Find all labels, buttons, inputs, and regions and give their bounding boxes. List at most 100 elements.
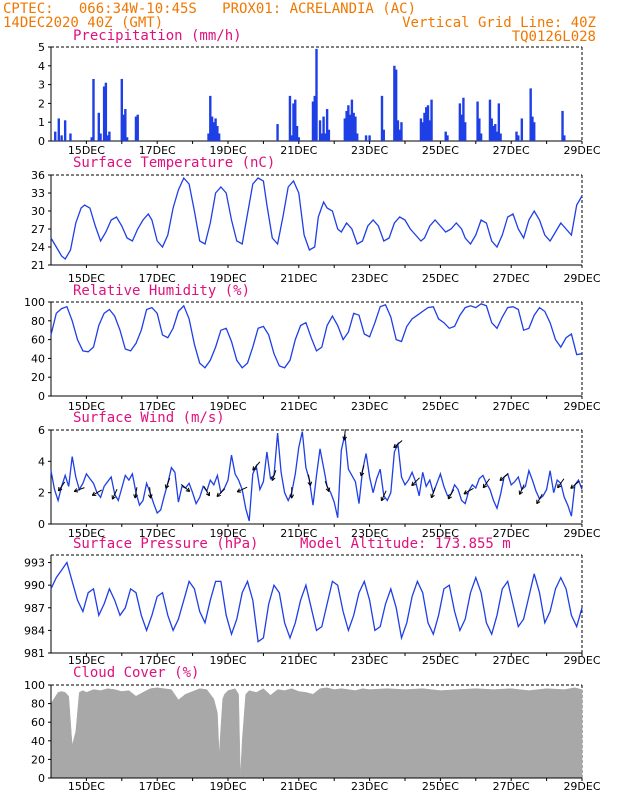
precip-bar bbox=[563, 135, 566, 141]
y-tick-label: 5 bbox=[38, 41, 45, 54]
wind-arrow bbox=[430, 487, 436, 499]
precip-bar bbox=[318, 120, 322, 141]
wind-arrow bbox=[536, 493, 543, 505]
precip-bar bbox=[343, 118, 347, 141]
y-tick-label: 0 bbox=[38, 390, 45, 403]
x-tick-label: 21DEC bbox=[280, 272, 317, 285]
y-tick-label: 40 bbox=[31, 352, 45, 365]
precip-bar bbox=[495, 131, 499, 141]
x-tick-label: 23DEC bbox=[351, 272, 388, 285]
x-tick-label: 23DEC bbox=[351, 144, 388, 157]
wind-arrow bbox=[111, 489, 118, 500]
precip-bar bbox=[347, 105, 350, 141]
wind-arrow bbox=[463, 487, 474, 495]
precip-bar bbox=[494, 124, 497, 141]
precip-bar bbox=[63, 120, 67, 141]
precip-bar bbox=[57, 118, 60, 141]
x-tick-label: 17DEC bbox=[139, 144, 176, 157]
y-tick-label: 981 bbox=[24, 647, 45, 660]
header-right-line3: TQ0126L028 bbox=[511, 29, 596, 45]
precip-bar bbox=[492, 125, 495, 141]
precip-bar bbox=[212, 122, 216, 141]
x-tick-label: 19DEC bbox=[209, 272, 246, 285]
precip-bar bbox=[345, 110, 348, 141]
precip-bar bbox=[425, 107, 428, 141]
cloud-area bbox=[50, 687, 583, 779]
precip-bar bbox=[315, 48, 318, 141]
precip-bar bbox=[69, 133, 72, 141]
precip-bar bbox=[134, 116, 138, 141]
wind-arrow bbox=[164, 477, 171, 489]
precip-bar bbox=[479, 133, 483, 141]
precip-bar bbox=[209, 95, 212, 141]
panel-annotation: Model Altitude: 173.855 m bbox=[300, 536, 511, 552]
x-tick-label: 29DEC bbox=[563, 272, 600, 285]
precip-bar bbox=[350, 99, 354, 141]
y-tick-label: 36 bbox=[31, 169, 45, 182]
precip-bar bbox=[217, 133, 221, 141]
precip-bar bbox=[294, 99, 297, 141]
x-tick-label: 23DEC bbox=[351, 400, 388, 413]
precip-bar bbox=[398, 129, 401, 141]
panel-title: Surface Wind (m/s) bbox=[73, 410, 225, 426]
precip-bar bbox=[490, 118, 493, 141]
precip-bar bbox=[393, 65, 396, 141]
y-tick-label: 0 bbox=[38, 772, 45, 785]
y-tick-label: 60 bbox=[31, 334, 45, 347]
y-tick-label: 3 bbox=[38, 79, 45, 92]
x-tick-label: 27DEC bbox=[493, 144, 530, 157]
x-tick-label: 25DEC bbox=[422, 780, 459, 793]
precip-bar bbox=[400, 122, 403, 141]
x-tick-label: 19DEC bbox=[209, 144, 246, 157]
wind-arrow bbox=[447, 489, 455, 500]
wind-arrow bbox=[252, 461, 261, 471]
wind-arrow bbox=[411, 477, 420, 487]
y-tick-label: 0 bbox=[38, 518, 45, 531]
precip-bar bbox=[322, 116, 325, 141]
x-tick-label: 27DEC bbox=[493, 527, 530, 540]
x-tick-label: 21DEC bbox=[280, 654, 317, 667]
precip-bar bbox=[364, 135, 368, 141]
x-tick-label: 27DEC bbox=[493, 272, 530, 285]
y-tick-label: 80 bbox=[31, 698, 45, 711]
precip-bar bbox=[327, 129, 331, 141]
precip-bar bbox=[488, 99, 492, 141]
precip-bar bbox=[313, 95, 316, 141]
y-tick-label: 4 bbox=[38, 455, 45, 468]
x-tick-label: 15DEC bbox=[68, 272, 105, 285]
y-tick-label: 984 bbox=[24, 624, 45, 637]
wind-arrow bbox=[73, 487, 85, 493]
precip-bar bbox=[444, 131, 447, 141]
precip-bar bbox=[210, 116, 214, 141]
precip-bar bbox=[311, 101, 315, 141]
x-tick-label: 17DEC bbox=[139, 272, 176, 285]
precip-bar bbox=[531, 116, 534, 141]
series-line bbox=[50, 560, 583, 643]
wind-arrow bbox=[499, 473, 509, 482]
precip-bar bbox=[426, 105, 430, 141]
wind-arrow bbox=[203, 486, 211, 497]
precip-bar bbox=[428, 120, 431, 141]
y-tick-label: 27 bbox=[31, 223, 45, 236]
precip-bar bbox=[561, 110, 564, 141]
wind-arrow bbox=[271, 470, 277, 481]
wind-arrow bbox=[359, 465, 365, 477]
y-tick-label: 2 bbox=[38, 487, 45, 500]
wind-arrow bbox=[289, 487, 295, 499]
x-tick-label: 17DEC bbox=[139, 400, 176, 413]
x-tick-label: 21DEC bbox=[280, 527, 317, 540]
y-tick-label: 80 bbox=[31, 315, 45, 328]
y-tick-label: 0 bbox=[38, 135, 45, 148]
precip-bar bbox=[216, 125, 219, 141]
precip-bar bbox=[97, 112, 100, 141]
wind-arrow bbox=[307, 474, 313, 486]
precip-bar bbox=[295, 125, 299, 141]
precip-bar bbox=[104, 82, 108, 141]
x-tick-label: 25DEC bbox=[422, 272, 459, 285]
x-tick-label: 17DEC bbox=[139, 654, 176, 667]
panel-title: Relative Humidity (%) bbox=[73, 283, 250, 299]
precip-bar bbox=[497, 103, 501, 141]
x-tick-label: 25DEC bbox=[422, 654, 459, 667]
precip-bar bbox=[462, 97, 465, 141]
precip-bar bbox=[207, 133, 210, 141]
